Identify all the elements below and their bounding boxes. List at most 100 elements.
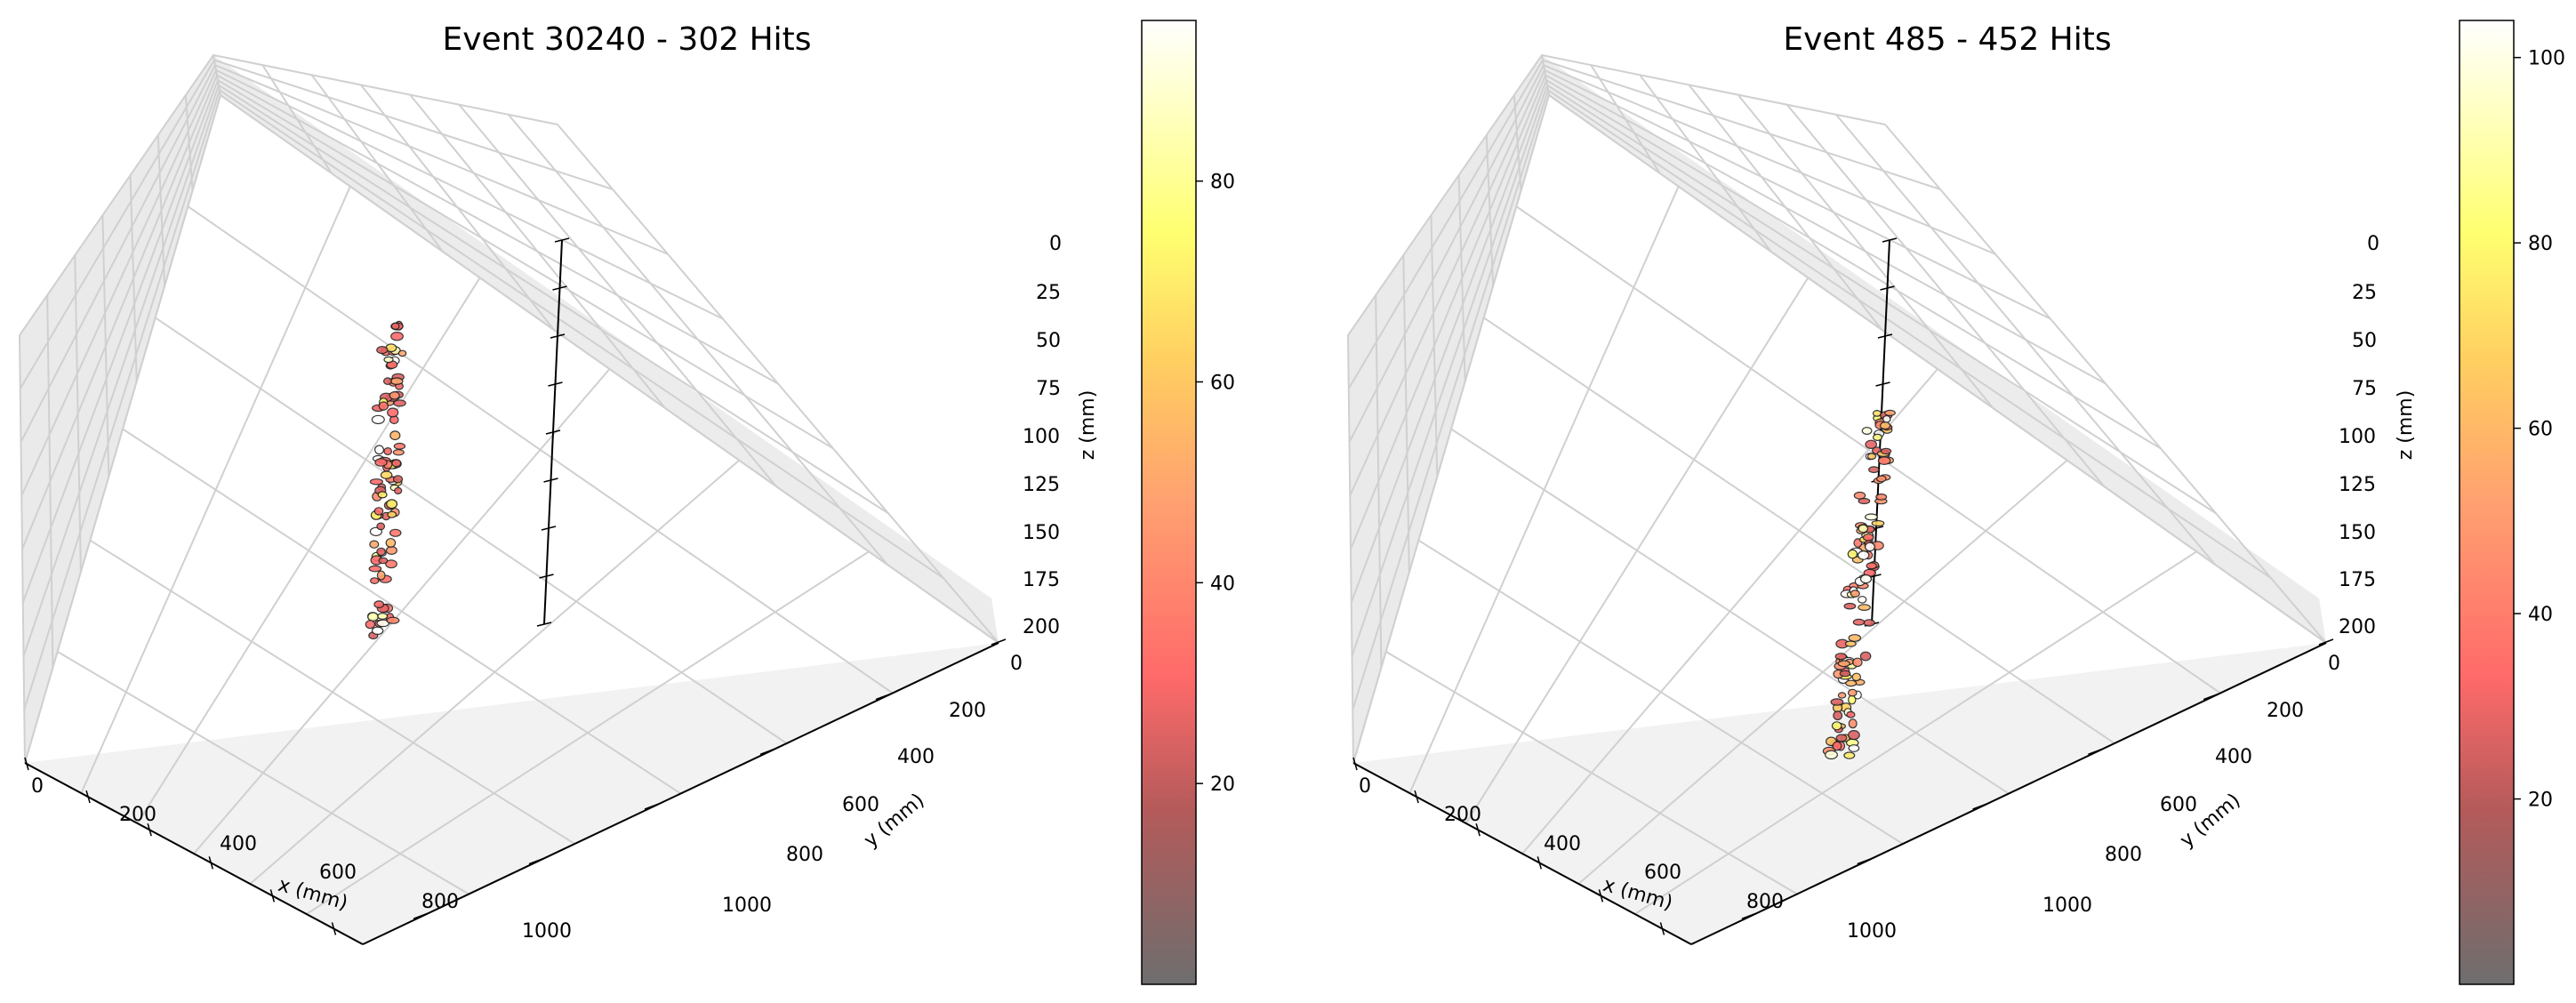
hit-point xyxy=(383,377,393,386)
hit-point xyxy=(1859,651,1872,662)
hit-point xyxy=(378,557,389,565)
z-tick-mark xyxy=(543,477,558,483)
panel-2-x-tick: 800 xyxy=(1746,891,1784,913)
panel-2-y-tick: 400 xyxy=(2215,746,2252,768)
x-tick-mark xyxy=(208,856,213,870)
hit-point xyxy=(373,507,384,516)
panel-1-y-tick: 1000 xyxy=(722,895,772,917)
hit-point xyxy=(1834,653,1847,661)
colorbar-tick-label: 60 xyxy=(1210,373,1235,395)
grid-line xyxy=(22,84,889,657)
panel-2-z-label: z (mm) xyxy=(2395,390,2417,461)
panel-1-z-tick: 175 xyxy=(1023,569,1060,591)
panel-1: Event 30240 - 302 Hits 0 200 400 600 800… xyxy=(19,20,1235,985)
y-tick-mark xyxy=(2088,748,2103,755)
colorbar-tick-label: 40 xyxy=(1210,573,1235,595)
hit-point xyxy=(394,486,403,495)
hit-point xyxy=(1868,466,1880,474)
hit-point xyxy=(1825,750,1838,760)
z-tick-mark xyxy=(541,526,557,531)
hit-point xyxy=(389,377,404,386)
hit-point xyxy=(1847,549,1858,559)
z-tick-mark xyxy=(536,622,552,627)
y-tick-mark xyxy=(759,748,775,755)
y-tick-mark xyxy=(413,912,429,919)
hit-point xyxy=(1872,410,1882,417)
panel-2-title: Event 485 - 452 Hits xyxy=(1783,21,2111,58)
hit-point xyxy=(1858,604,1871,611)
panel-1-z-tick: 50 xyxy=(1036,330,1061,352)
hit-point xyxy=(392,449,405,456)
back-wall-pane xyxy=(213,55,999,643)
x-tick-mark xyxy=(85,790,91,804)
hit-point xyxy=(1862,534,1874,542)
hit-point xyxy=(1852,657,1863,668)
hit-point xyxy=(391,459,402,468)
hit-point xyxy=(1846,710,1856,718)
panel-2-y-tick: 200 xyxy=(2267,700,2304,722)
hit-point xyxy=(1844,640,1857,647)
hit-point xyxy=(1848,634,1862,642)
z-tick-mark xyxy=(548,381,563,387)
panel-1-y-tick: 800 xyxy=(786,844,823,866)
y-tick-mark xyxy=(991,638,1007,646)
panel-2-y-tick: 1000 xyxy=(2042,895,2092,917)
panel-2-colorbar-ticks: 20 40 60 80 100 xyxy=(2514,48,2565,812)
hit-point xyxy=(376,547,386,557)
panel-1-z-ticks: 0 25 50 75 100 125 150 175 200 xyxy=(1023,233,1062,638)
hit-point xyxy=(369,478,383,485)
hit-point xyxy=(1843,751,1856,759)
panel-2-z-tick: 150 xyxy=(2339,522,2376,544)
hit-point xyxy=(1837,660,1850,668)
colorbar-tick-label: 80 xyxy=(2528,233,2553,255)
y-tick-mark xyxy=(875,693,891,701)
x-tick-mark xyxy=(1352,757,1358,771)
hit-point xyxy=(1848,688,1858,697)
hit-point xyxy=(1835,734,1848,742)
panel-2-y-tick: 600 xyxy=(2160,794,2197,816)
hit-point xyxy=(1877,456,1891,465)
hit-point xyxy=(387,510,397,518)
panel-1-points xyxy=(365,320,407,640)
panel-1-z-tick: 75 xyxy=(1036,378,1061,400)
panel-2-z-tick: 200 xyxy=(2339,616,2376,638)
panel-1-colorbar-ticks: 20 40 60 80 xyxy=(1196,172,1235,796)
panel-2-x-tick: 1000 xyxy=(1847,920,1897,943)
y-tick-mark xyxy=(1972,803,1987,810)
left-wall-pane xyxy=(20,55,221,763)
grid-line xyxy=(21,74,779,550)
hit-point xyxy=(374,458,388,467)
panel-1-y-tick: 200 xyxy=(949,700,986,722)
grid-line xyxy=(155,317,788,744)
panel-1-x-tick: 400 xyxy=(220,833,257,855)
hit-point xyxy=(1866,453,1877,461)
hit-point xyxy=(389,528,402,537)
panel-1-axes3d xyxy=(19,53,1007,945)
x-tick-mark xyxy=(24,757,29,771)
hit-point xyxy=(1833,710,1843,721)
hit-point xyxy=(389,430,401,441)
grid-line xyxy=(20,63,669,443)
hit-point xyxy=(368,565,382,573)
panel-1-z-tick: 0 xyxy=(1049,233,1062,255)
panel-2-z-tick: 0 xyxy=(2367,233,2379,255)
hit-point xyxy=(1850,590,1860,598)
hit-point xyxy=(365,620,376,630)
hit-point xyxy=(1876,475,1887,483)
hit-point xyxy=(378,401,389,411)
grid-line xyxy=(1352,88,2272,710)
y-tick-mark xyxy=(644,803,660,810)
panel-2-z-tick: 125 xyxy=(2339,474,2376,496)
grid-line xyxy=(19,59,614,389)
hit-point xyxy=(376,346,389,355)
y-tick-mark xyxy=(2318,638,2334,646)
hit-point xyxy=(1858,524,1869,534)
back-wall-pane xyxy=(1542,55,2326,643)
hit-point xyxy=(386,616,400,624)
hit-point xyxy=(1858,497,1871,505)
x-axis-line xyxy=(24,762,364,945)
colorbar-tick-label: 20 xyxy=(2528,790,2553,812)
hit-point xyxy=(393,399,406,407)
panel-1-z-label: z (mm) xyxy=(1077,390,1099,461)
grid-line xyxy=(220,94,999,644)
